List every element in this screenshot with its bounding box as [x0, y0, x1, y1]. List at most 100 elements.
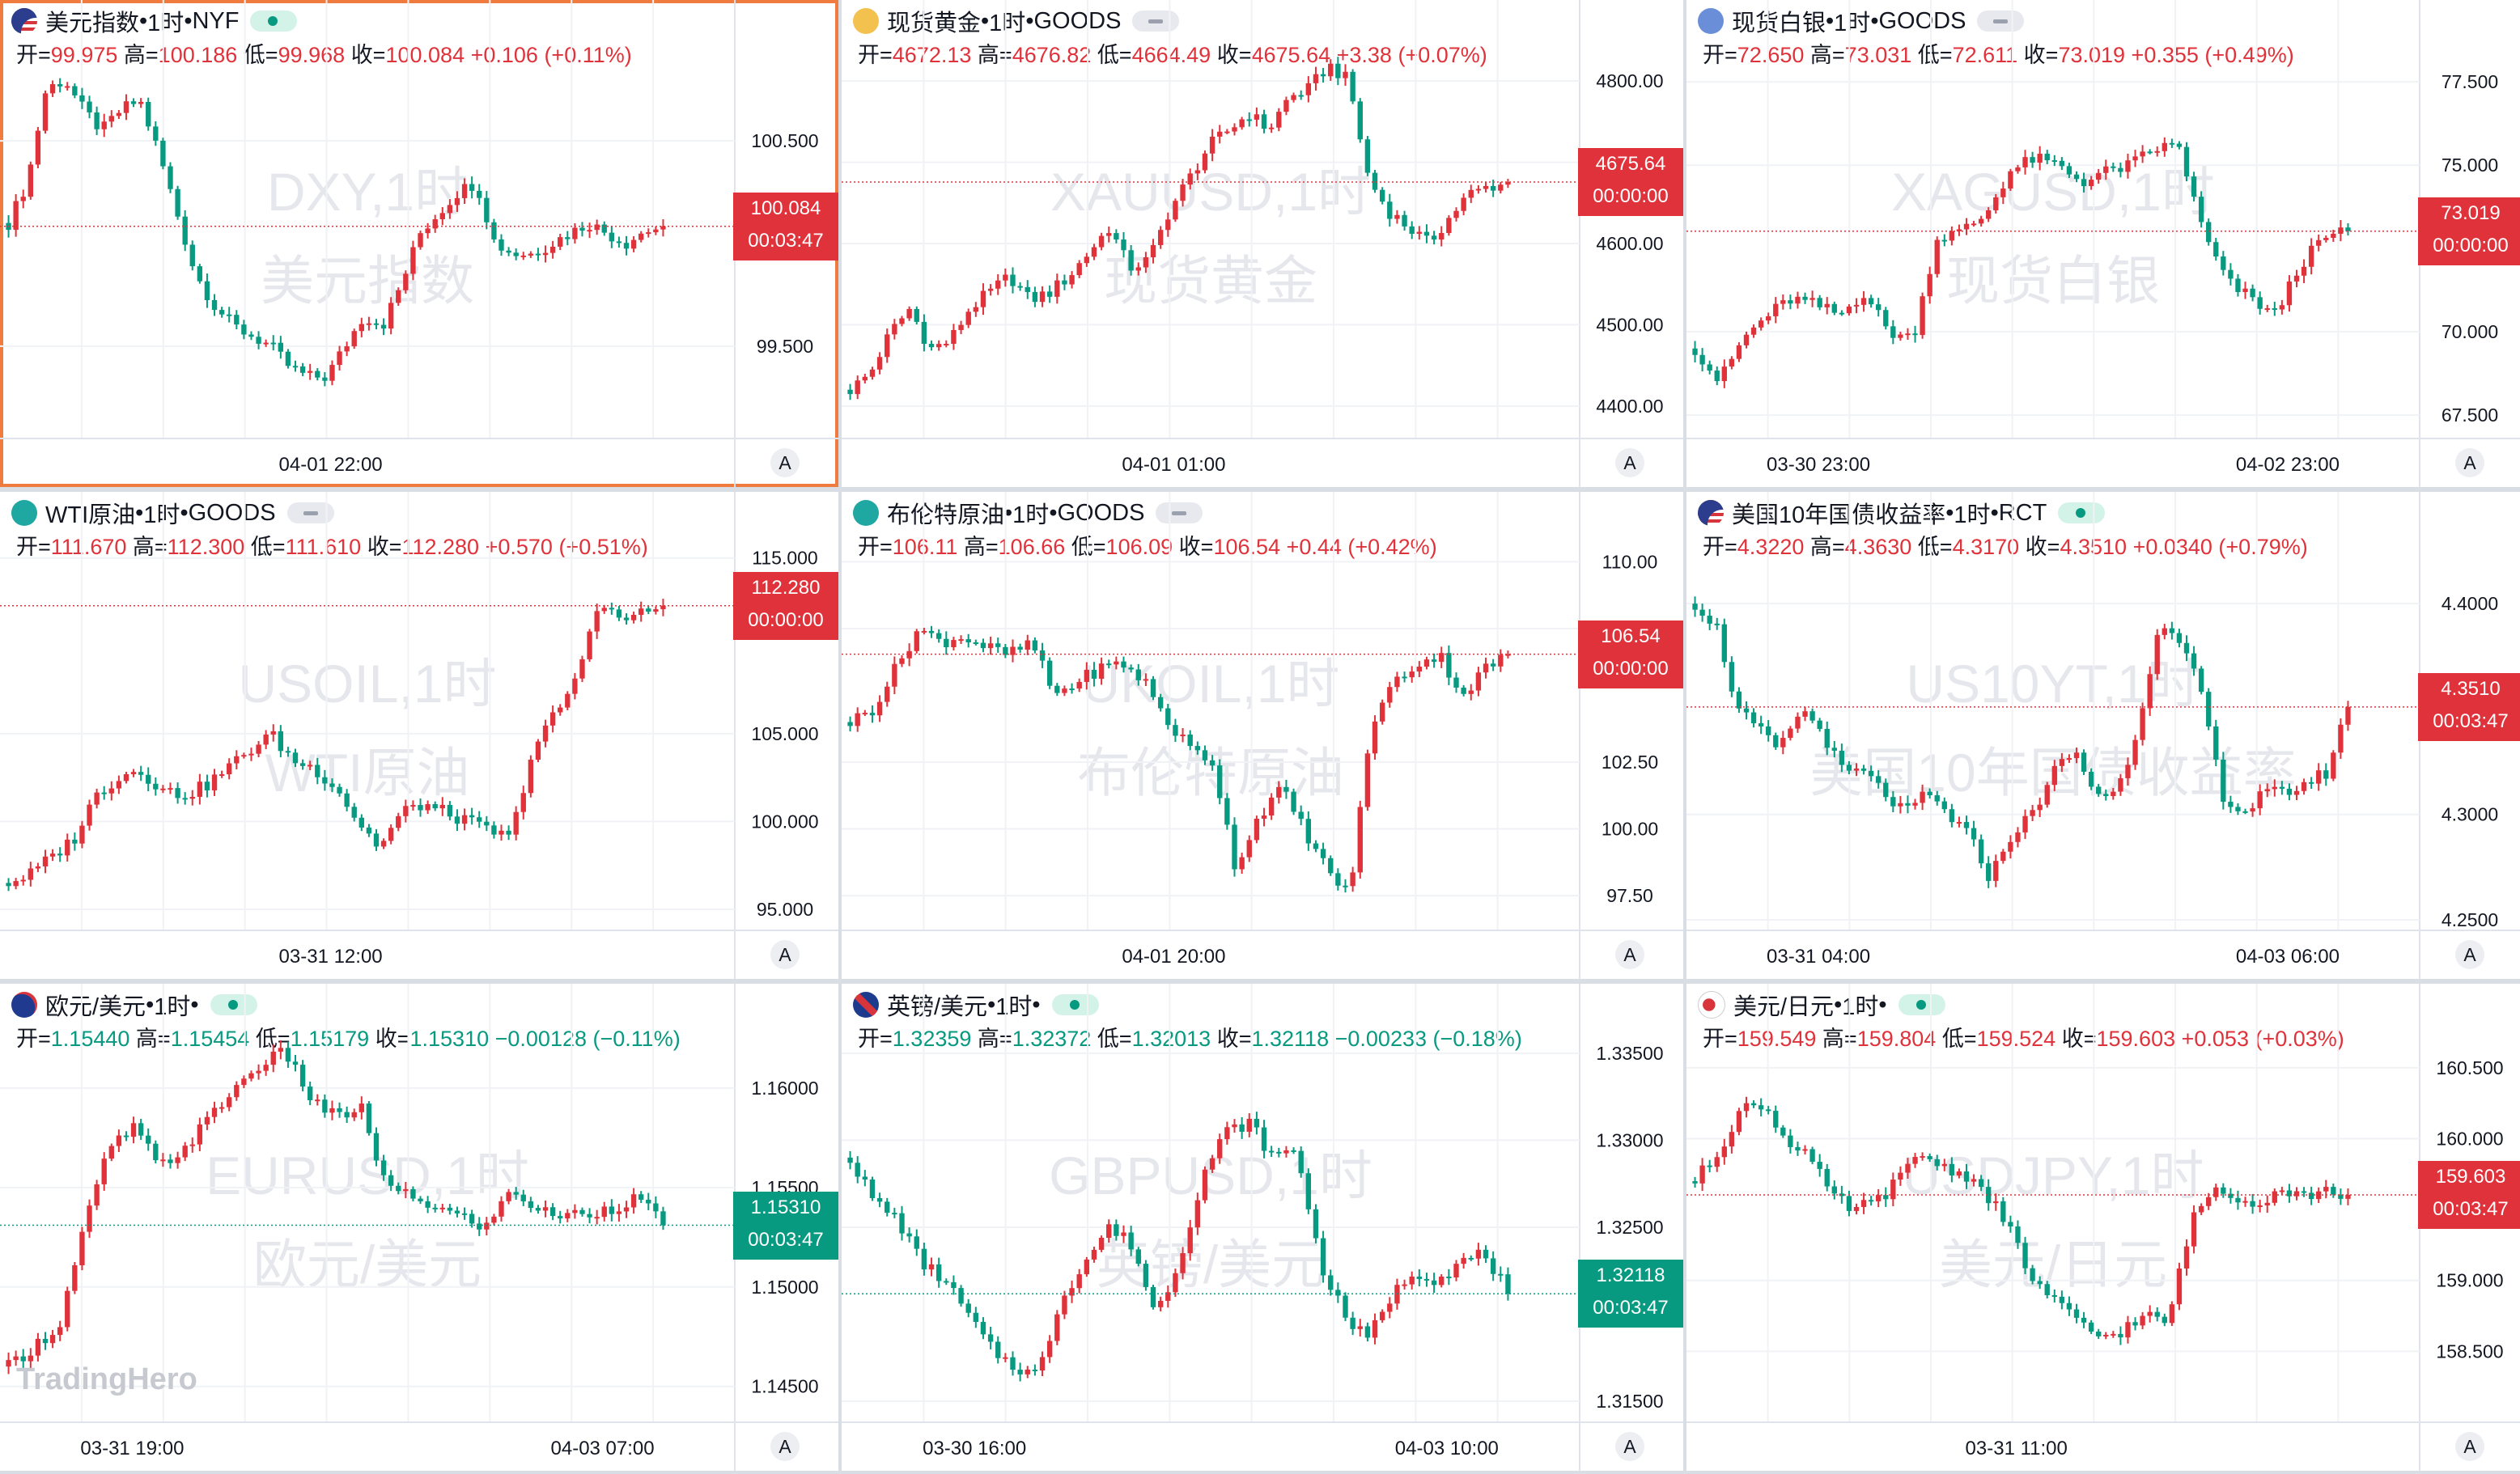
- candle-body: [1423, 659, 1430, 667]
- candle-body: [2008, 1222, 2013, 1227]
- candle-body: [1165, 708, 1171, 726]
- candle-body: [2154, 1311, 2160, 1317]
- candle-body: [1128, 1232, 1134, 1250]
- ohlc-value: 73.031: [1844, 43, 1912, 67]
- candle-body: [1091, 1249, 1097, 1260]
- symbol-header[interactable]: 美元/日元 • 1时 •: [1698, 989, 1945, 1021]
- chart-panel[interactable]: WTI原油 • 1时 • GOODS 开=111.670 高=112.300 低=…: [0, 492, 838, 979]
- candle-body: [498, 830, 504, 835]
- symbol-header[interactable]: 现货黄金 • 1时 • GOODS: [853, 5, 1180, 37]
- chart-panel[interactable]: 现货黄金 • 1时 • GOODS 开=4672.13 高=4676.82 低=4…: [842, 0, 1683, 487]
- price-chart[interactable]: USDJPY,1时美元/日元160.500160.000159.000158.5…: [1686, 984, 2520, 1471]
- price-chart[interactable]: USOIL,1时 WTI原油 115.000 105.000 100.000 95.000…: [0, 492, 838, 979]
- candle-body: [958, 324, 964, 330]
- candle-body: [2088, 1322, 2094, 1332]
- candle-body: [965, 311, 971, 325]
- candle-body: [1780, 300, 1786, 304]
- candle-body: [528, 760, 534, 794]
- candle-body: [616, 1211, 622, 1214]
- price-chart[interactable]: XAUUSD,1时现货黄金4800.004700.004600.004500.0…: [842, 0, 1683, 487]
- candle-body: [2000, 851, 2006, 862]
- auto-scale-button[interactable]: A: [2455, 448, 2484, 477]
- chart-panel[interactable]: 现货白银 • 1时 • GOODS 开=72.650 高=73.031 低=72.…: [1686, 0, 2520, 487]
- y-tick-label: 160.500: [2436, 1057, 2503, 1078]
- auto-scale-button[interactable]: A: [1615, 448, 1644, 477]
- candle-body: [418, 805, 423, 811]
- auto-scale-button[interactable]: A: [770, 940, 800, 969]
- auto-scale-button[interactable]: A: [770, 448, 800, 477]
- symbol-header[interactable]: 欧元/美元 • 1时 •: [11, 989, 257, 1021]
- candle-body: [2096, 1331, 2102, 1336]
- candle-body: [1736, 345, 1742, 359]
- candle-body: [1268, 127, 1275, 129]
- price-chart[interactable]: EURUSD,1时欧元/美元1.160001.155001.150001.145…: [0, 984, 838, 1471]
- candle-body: [65, 86, 70, 88]
- candle-body: [1934, 794, 1940, 802]
- chart-panel[interactable]: 欧元/美元 • 1时 • 开=1.15440 高=1.15454 低=1.1517…: [0, 984, 838, 1471]
- ohlc-value: 159.804: [1856, 1027, 1937, 1051]
- symbol-name: 现货白银: [1732, 11, 1826, 36]
- symbol-header[interactable]: 英镑/美元 • 1时 •: [853, 989, 1099, 1021]
- candle-body: [958, 1288, 964, 1304]
- separator: •: [987, 991, 996, 1018]
- candle-body: [1246, 119, 1252, 121]
- candle-body: [1978, 1179, 1984, 1188]
- ohlc-key: 收=: [375, 1027, 410, 1051]
- price-chart[interactable]: XAGUSD,1时现货白银77.50075.00070.00067.50003-…: [1686, 0, 2520, 487]
- candle-body: [1773, 1111, 1779, 1128]
- candle-body: [2162, 142, 2167, 151]
- candle-body: [308, 1086, 313, 1100]
- y-tick-label: 95.000: [757, 899, 813, 920]
- chart-panel[interactable]: 英镑/美元 • 1时 • 开=1.32359 高=1.32372 低=1.3201…: [842, 984, 1683, 1471]
- candle-body: [2293, 275, 2300, 282]
- candle-body: [862, 713, 868, 715]
- candle-body: [862, 376, 868, 381]
- candle-body: [454, 1210, 460, 1214]
- candle-body: [2118, 777, 2123, 792]
- candle-body: [1291, 791, 1296, 812]
- ohlc-key: 开=: [1703, 1027, 1737, 1051]
- price-chart[interactable]: UKOIL,1时布伦特原油110.00107.50102.50100.0097.…: [842, 492, 1683, 979]
- candle-body: [1084, 669, 1090, 682]
- candle-body: [2118, 1333, 2123, 1338]
- candle-body: [1963, 822, 1970, 828]
- symbol-header[interactable]: 现货白银 • 1时 • GOODS: [1698, 5, 2025, 37]
- candle-body: [322, 777, 328, 784]
- auto-scale-button[interactable]: A: [770, 1432, 800, 1461]
- candle-body: [1372, 172, 1378, 190]
- chart-panel[interactable]: 布伦特原油 • 1时 • GOODS 开=106.11 高=106.66 低=10…: [842, 492, 1683, 979]
- candle-body: [980, 290, 986, 307]
- chart-panel[interactable]: 美国10年国债收益率 • 1时 • RCT 开=4.3220 高=4.3630 低…: [1686, 492, 2520, 979]
- candle-body: [2293, 790, 2300, 795]
- candle-body: [1468, 1257, 1474, 1260]
- auto-scale-button[interactable]: A: [2455, 940, 2484, 969]
- candle-body: [1750, 327, 1757, 335]
- chart-panel[interactable]: 美元指数 • 1时 • NYF 开=99.975 高=100.186 低=99.9…: [0, 0, 838, 487]
- candle-body: [1254, 818, 1260, 841]
- candle-body: [1173, 201, 1178, 220]
- candle-body: [234, 315, 240, 325]
- symbol-header[interactable]: 布伦特原油 • 1时 • GOODS: [853, 497, 1203, 529]
- auto-scale-button[interactable]: A: [1615, 940, 1644, 969]
- auto-scale-button[interactable]: A: [1615, 1432, 1644, 1461]
- symbol-header[interactable]: 美元指数 • 1时 • NYF: [11, 5, 298, 37]
- candle-body: [928, 630, 935, 633]
- auto-scale-button[interactable]: A: [2455, 1432, 2484, 1461]
- candle-body: [2073, 752, 2080, 759]
- x-tick-label: 04-03 07:00: [551, 1438, 655, 1459]
- candle-body: [469, 184, 475, 191]
- x-tick-label: 03-30 16:00: [923, 1438, 1026, 1459]
- candle-body: [358, 1103, 364, 1112]
- candle-body: [315, 765, 320, 777]
- candle-body: [1335, 63, 1341, 78]
- candle-body: [1194, 170, 1201, 174]
- price-chart[interactable]: GBPUSD,1时英镑/美元1.335001.330001.325001.315…: [842, 984, 1683, 1471]
- candle-body: [579, 1209, 585, 1214]
- candle-body: [1963, 1171, 1970, 1182]
- price-chart[interactable]: US10YT,1时美国10年国债收益率4.40004.30004.250003-…: [1686, 492, 2520, 979]
- chart-panel[interactable]: 美元/日元 • 1时 • 开=159.549 高=159.804 低=159.52…: [1686, 984, 2520, 1471]
- candle-body: [987, 643, 994, 649]
- candle-body: [1246, 1118, 1252, 1132]
- symbol-header[interactable]: WTI原油 • 1时 • GOODS: [11, 497, 334, 529]
